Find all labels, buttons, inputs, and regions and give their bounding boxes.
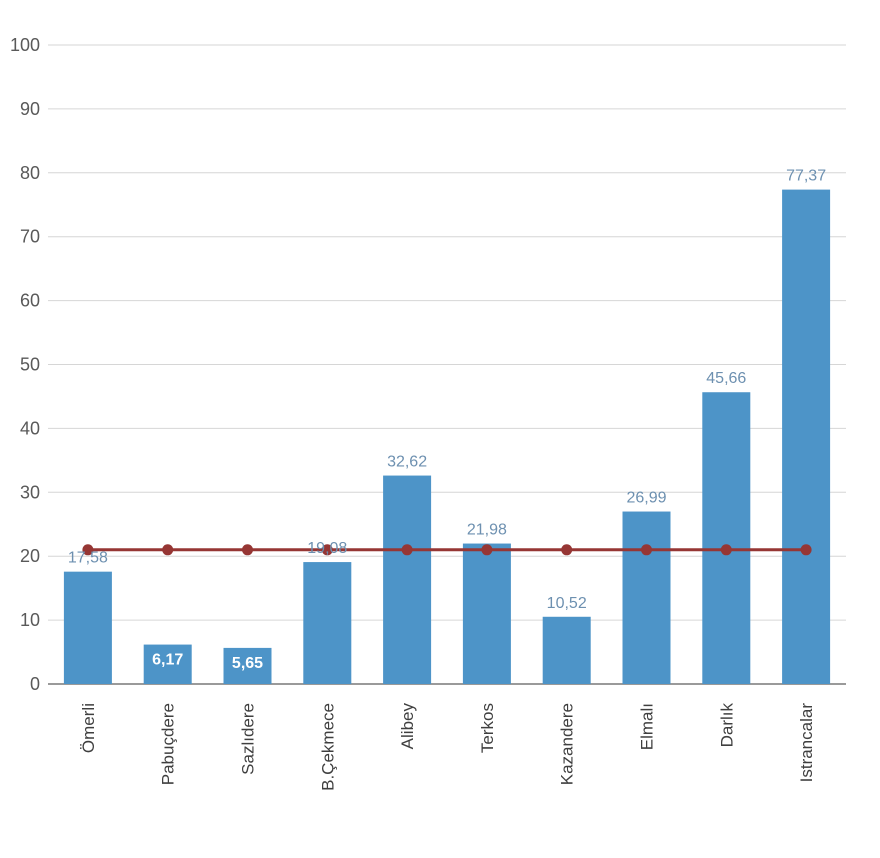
bar-value-labels: 17,58 6,17 5,65 19,08 32,62 21,98 10,52 26,99 45… [68, 168, 826, 672]
bars [63, 189, 831, 684]
line-point [561, 544, 573, 556]
y-tick-label: 40 [20, 418, 40, 438]
bar-value-label: 17,58 [68, 550, 108, 567]
bar-value-label: 45,66 [706, 370, 746, 387]
bar [542, 616, 591, 684]
x-axis-label: Darlık [717, 703, 736, 748]
line-point [242, 544, 253, 556]
x-axis-label: Elmalı [638, 703, 657, 750]
x-axis-label: Alibey [398, 703, 417, 750]
line-point [401, 544, 413, 556]
bar [223, 647, 272, 684]
x-axis-label: B.Çekmece [318, 703, 337, 791]
line-point [321, 544, 333, 556]
bar-value-label: 6,17 [152, 652, 183, 669]
y-tick-label: 60 [20, 291, 40, 311]
bar-value-label: 19,08 [307, 540, 347, 557]
line-point [720, 544, 732, 556]
x-axis-label: Pabuçdere [159, 703, 178, 785]
line-point [641, 544, 652, 556]
bar [462, 543, 511, 684]
line-point [82, 544, 94, 556]
x-axis-label: Kazandere [558, 703, 577, 785]
bar [702, 392, 751, 684]
y-tick-label: 70 [20, 227, 40, 247]
x-axis-label: Sazlıdere [239, 703, 258, 775]
bar-value-label: 5,65 [232, 655, 263, 672]
bar [782, 189, 831, 684]
y-tick-label: 30 [20, 482, 40, 502]
y-tick-label: 90 [20, 99, 40, 119]
bar-value-label: 26,99 [626, 490, 666, 507]
bar-value-label: 10,52 [547, 595, 587, 612]
y-tick-label: 20 [20, 546, 40, 566]
x-axis-label: Ömerli [79, 703, 98, 753]
x-axis-label: Istrancalar [797, 703, 816, 783]
bar [622, 511, 671, 684]
x-axis-label: Terkos [478, 703, 497, 753]
bar-value-label: 32,62 [387, 454, 427, 471]
y-tick-label: 50 [20, 355, 40, 375]
y-axis-labels: 0 10 20 30 40 50 60 70 80 90 100 [10, 35, 40, 694]
y-tick-label: 0 [30, 674, 40, 694]
bar-value-label: 77,37 [786, 168, 826, 185]
reference-line [82, 544, 812, 556]
y-tick-label: 80 [20, 163, 40, 183]
bar [303, 562, 352, 684]
x-axis-labels: Ömerli Pabuçdere Sazlıdere B.Çekmece Alibey T… [79, 703, 816, 791]
bar [383, 475, 432, 684]
line-point [481, 544, 493, 556]
bar-value-label: 21,98 [467, 522, 507, 539]
bar [143, 644, 192, 684]
y-tick-label: 100 [10, 35, 40, 55]
bar [63, 571, 112, 684]
line-point [162, 544, 174, 556]
line-point [800, 544, 812, 556]
y-tick-label: 10 [20, 610, 40, 630]
